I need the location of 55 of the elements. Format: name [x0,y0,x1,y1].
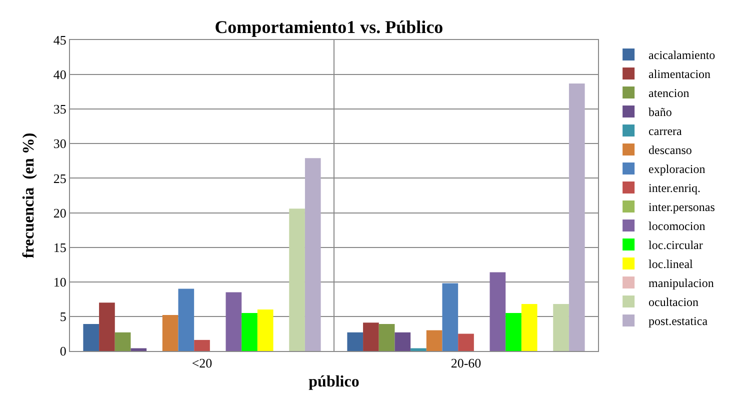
y-tick-label: 15 [53,240,66,255]
legend-label: ocultacion [648,295,699,310]
bar [394,332,411,351]
legend-label: carrera [648,124,683,138]
legend-label: post.estatica [648,314,708,328]
bar [568,84,585,351]
legend-label: descanso [648,143,692,158]
x-tick-label: 20-60 [450,356,482,371]
bar [458,334,474,351]
bar [363,322,379,351]
bar [83,324,100,351]
bar [521,304,538,351]
y-tick-label: 5 [60,308,66,324]
bar [162,315,178,351]
y-tick-label: 0 [60,344,66,359]
bar [426,330,442,351]
bar [99,302,115,351]
y-tick-label: 30 [53,136,66,152]
bar [257,310,274,351]
legend-label: exploracion [648,162,706,176]
y-tick-label: 25 [53,170,66,186]
y-tick-label: 35 [53,102,66,117]
bar [289,208,305,351]
legend-label: inter.personas [648,200,716,214]
bar [378,324,395,351]
x-tick-label: <20 [192,356,212,371]
bar [194,340,210,351]
legend-label: acicalamiento [648,48,716,62]
bar [226,292,242,351]
y-tick-label: 45 [53,32,66,48]
legend-label: loc.lineal [648,257,694,272]
chart-title: Comportamiento1 vs. Público [214,16,444,37]
bar [553,304,569,351]
bar [130,348,147,351]
legend-label: inter.enriq. [648,181,701,196]
y-tick-label: 20 [53,205,66,220]
legend-label: locomocion [648,219,706,234]
legend-label: baño [648,105,672,120]
legend-label: loc.circular [648,238,703,252]
legend-label: manipulacion [648,276,714,290]
bar [178,288,194,351]
bar [347,332,364,351]
bar [410,348,426,351]
bar [114,332,131,351]
y-tick-label: 10 [53,274,66,290]
bar [442,283,458,351]
bar [490,272,506,351]
bar [304,158,321,351]
y-tick-label: 40 [53,67,66,82]
y-axis-title: frecuencia (en %) [20,132,38,258]
legend-label: alimentacion [648,67,711,82]
legend-label: atencion [648,86,690,100]
bar [242,312,258,351]
x-axis-title: público [308,373,360,390]
bar [506,312,522,351]
